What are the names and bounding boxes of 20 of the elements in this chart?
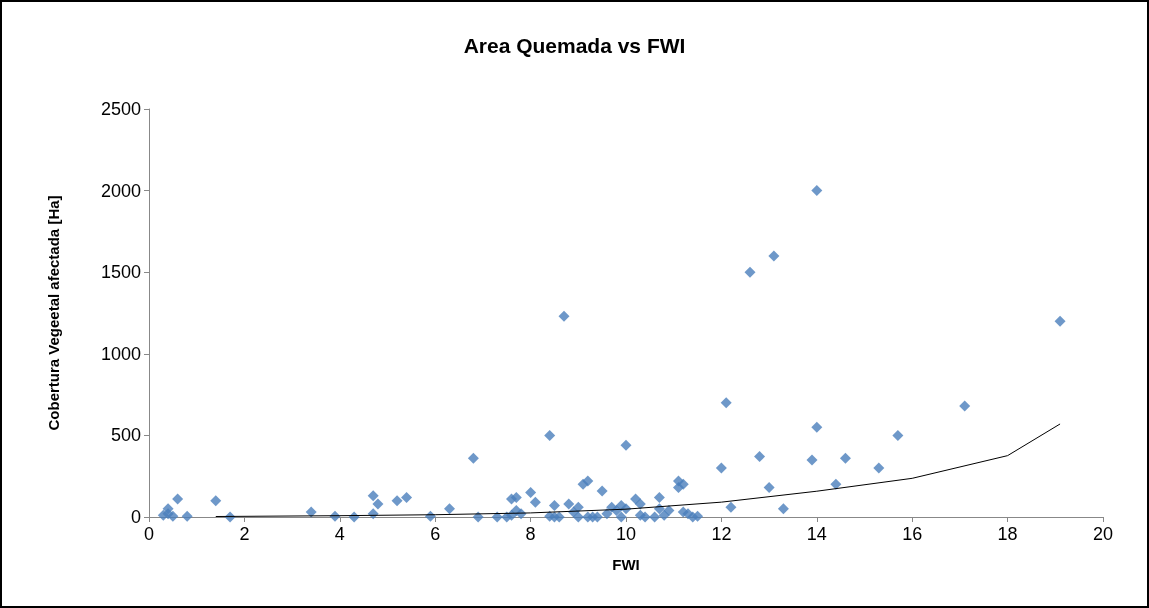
x-tick-label: 6 xyxy=(430,524,441,544)
x-tick-label: 0 xyxy=(143,524,155,544)
x-tick-label: 12 xyxy=(711,524,732,544)
y-tick-label: 1000 xyxy=(100,343,141,364)
y-tick-label: 500 xyxy=(110,425,141,446)
y-tick-label: 2000 xyxy=(100,180,141,201)
y-tick-label: 1500 xyxy=(100,262,141,283)
x-tick-label: 20 xyxy=(1092,524,1114,544)
x-axis-title: FWI xyxy=(612,556,640,573)
y-tick-label: 0 xyxy=(130,507,141,527)
y-tick-label: 2500 xyxy=(100,99,141,119)
y-axis-title: Cobertura Vegeetal afectada [Ha] xyxy=(45,195,62,431)
x-tick-label: 2 xyxy=(239,524,250,544)
x-tick-label: 16 xyxy=(902,524,923,544)
chart-title: Area Quemada vs FWI xyxy=(463,34,686,57)
x-tick-label: 8 xyxy=(525,524,536,544)
x-tick-label: 18 xyxy=(997,524,1018,544)
x-tick-label: 10 xyxy=(615,524,637,544)
x-tick-label: 14 xyxy=(806,524,827,544)
x-tick-label: 4 xyxy=(334,524,345,544)
